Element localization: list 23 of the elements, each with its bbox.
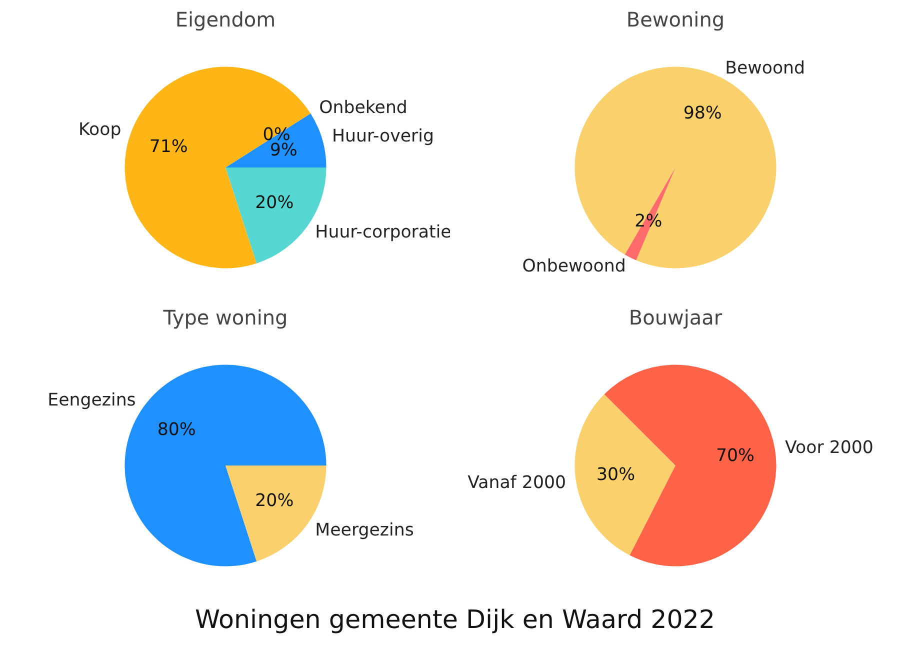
category-label: Onbekend [319, 98, 408, 118]
slice-label: Meergezins [315, 520, 414, 541]
data-label: 98% [683, 103, 722, 124]
data-label: 20% [255, 491, 294, 512]
chart-title: Bouwjaar [628, 306, 723, 330]
text: Woningen gemeente Dijk en Waard 2022 [194, 603, 716, 636]
chart-title: Eigendom [175, 8, 276, 32]
data-label: 2% [634, 212, 662, 232]
slice-label: Eengezins [48, 390, 136, 410]
slice-label: Huur-overig [332, 126, 434, 147]
slice-label: Koop [78, 120, 122, 140]
data-label: 70% [716, 446, 754, 466]
data-label: 71% [149, 137, 188, 158]
chart-title: Type woning [162, 306, 288, 330]
slice-label: Vanaf 2000 [468, 472, 566, 493]
data-label: 30% [596, 464, 636, 485]
data-label: 80% [157, 420, 196, 440]
slice-label: Voor 2000 [784, 438, 874, 458]
slice-label: Huur-corporatie [315, 222, 452, 243]
data-label: 20% [255, 193, 294, 214]
chart-title: Bewoning [626, 8, 725, 32]
slice-label: Onbewoond [522, 256, 626, 277]
slice-label: Bewoond [725, 58, 806, 78]
